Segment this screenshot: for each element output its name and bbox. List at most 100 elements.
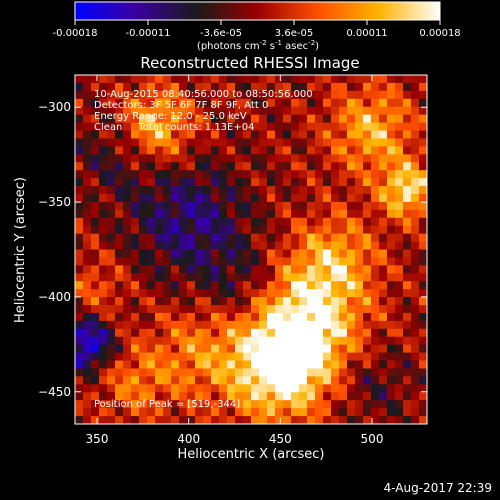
heatmap-cell — [187, 360, 196, 369]
heatmap-cell — [171, 376, 180, 385]
heatmap-cell — [403, 209, 412, 219]
heatmap-cell — [251, 98, 260, 108]
heatmap-cell — [187, 384, 196, 393]
heatmap-cell — [243, 257, 252, 266]
heatmap-cell — [275, 170, 284, 179]
heatmap-cell — [419, 352, 428, 361]
heatmap-cell — [179, 297, 188, 306]
heatmap-cell — [347, 328, 356, 338]
heatmap-cell — [211, 368, 220, 377]
heatmap-cell — [155, 98, 164, 108]
heatmap-cell — [283, 130, 292, 139]
heatmap-cell — [171, 392, 180, 401]
heatmap-cell — [275, 368, 284, 377]
heatmap-cell — [291, 312, 300, 322]
heatmap-cell — [75, 352, 84, 361]
heatmap-cell — [267, 193, 276, 203]
heatmap-cell — [299, 98, 308, 108]
heatmap-cell — [139, 305, 148, 314]
heatmap-cell — [211, 352, 220, 361]
heatmap-cell — [419, 233, 428, 242]
heatmap-cell — [331, 193, 340, 203]
heatmap-cell — [99, 281, 108, 290]
heatmap-cell — [347, 75, 356, 84]
heatmap-cell — [371, 392, 380, 401]
heatmap-cell — [163, 193, 172, 203]
heatmap-cell — [195, 384, 204, 393]
heatmap-cell — [355, 130, 364, 139]
heatmap-cell — [243, 225, 252, 235]
heatmap-cell — [331, 392, 340, 401]
heatmap-cell — [251, 225, 260, 235]
heatmap-cell — [291, 297, 300, 306]
heatmap-cell — [387, 241, 396, 250]
heatmap-cell — [83, 273, 92, 282]
heatmap-cell — [315, 130, 324, 139]
heatmap-cell — [91, 114, 100, 123]
heatmap-cell — [155, 209, 164, 219]
heatmap-cell — [203, 98, 212, 108]
heatmap-cell — [307, 82, 316, 92]
heatmap-cell — [347, 400, 356, 409]
heatmap-cell — [99, 297, 108, 306]
heatmap-cell — [307, 392, 316, 401]
heatmap-cell — [379, 201, 388, 211]
heatmap-cell — [171, 90, 180, 100]
heatmap-cell — [115, 186, 124, 195]
heatmap-cell — [123, 289, 132, 298]
heatmap-cell — [363, 384, 372, 393]
heatmap-cell — [227, 416, 236, 425]
heatmap-cell — [219, 138, 228, 147]
heatmap-cell — [315, 146, 324, 155]
heatmap-cell — [387, 225, 396, 235]
heatmap-cell — [211, 249, 220, 258]
heatmap-cell — [315, 90, 324, 100]
heatmap-cell — [355, 170, 364, 179]
heatmap-cell — [227, 328, 236, 338]
heatmap-cell — [395, 265, 404, 274]
heatmap-cell — [219, 82, 228, 92]
heatmap-cell — [259, 225, 268, 235]
heatmap-cell — [131, 384, 140, 393]
heatmap-cell — [387, 297, 396, 306]
heatmap-cell — [131, 186, 140, 195]
heatmap-cell — [83, 122, 92, 131]
heatmap-cell — [227, 186, 236, 195]
heatmap-cell — [307, 408, 316, 417]
colorbar-unit-part: asec — [282, 41, 308, 52]
heatmap-cell — [387, 106, 396, 116]
x-axis-ticks: 350 400 450 500 — [86, 75, 383, 446]
heatmap-cell — [283, 281, 292, 290]
heatmap-cell — [267, 241, 276, 250]
heatmap-cell — [379, 186, 388, 195]
heatmap-cell — [315, 233, 324, 242]
heatmap-cell — [299, 368, 308, 377]
heatmap-cell — [291, 241, 300, 250]
heatmap-cell — [91, 344, 100, 354]
heatmap-cell — [187, 162, 196, 171]
heatmap-cell — [203, 122, 212, 131]
heatmap-cell — [219, 392, 228, 401]
heatmap-cell — [83, 241, 92, 250]
heatmap-cell — [299, 241, 308, 250]
heatmap-cell — [171, 201, 180, 211]
heatmap-cell — [307, 241, 316, 250]
heatmap-cell — [267, 328, 276, 338]
heatmap-cell — [419, 312, 428, 322]
heatmap-cell — [347, 305, 356, 314]
heatmap-cell — [403, 130, 412, 139]
heatmap-cell — [315, 225, 324, 235]
heatmap-cell — [131, 241, 140, 250]
heatmap-cell — [123, 265, 132, 274]
heatmap-cell — [387, 408, 396, 417]
y-tick-label: −400 — [38, 290, 71, 304]
heatmap-cell — [123, 352, 132, 361]
heatmap-cell — [411, 209, 420, 219]
heatmap-cell — [339, 328, 348, 338]
heatmap-cell — [379, 122, 388, 131]
heatmap-cell — [403, 312, 412, 322]
heatmap-cell — [307, 400, 316, 409]
heatmap-cell — [315, 352, 324, 361]
heatmap-cell — [283, 312, 292, 322]
heatmap-cell — [171, 225, 180, 235]
